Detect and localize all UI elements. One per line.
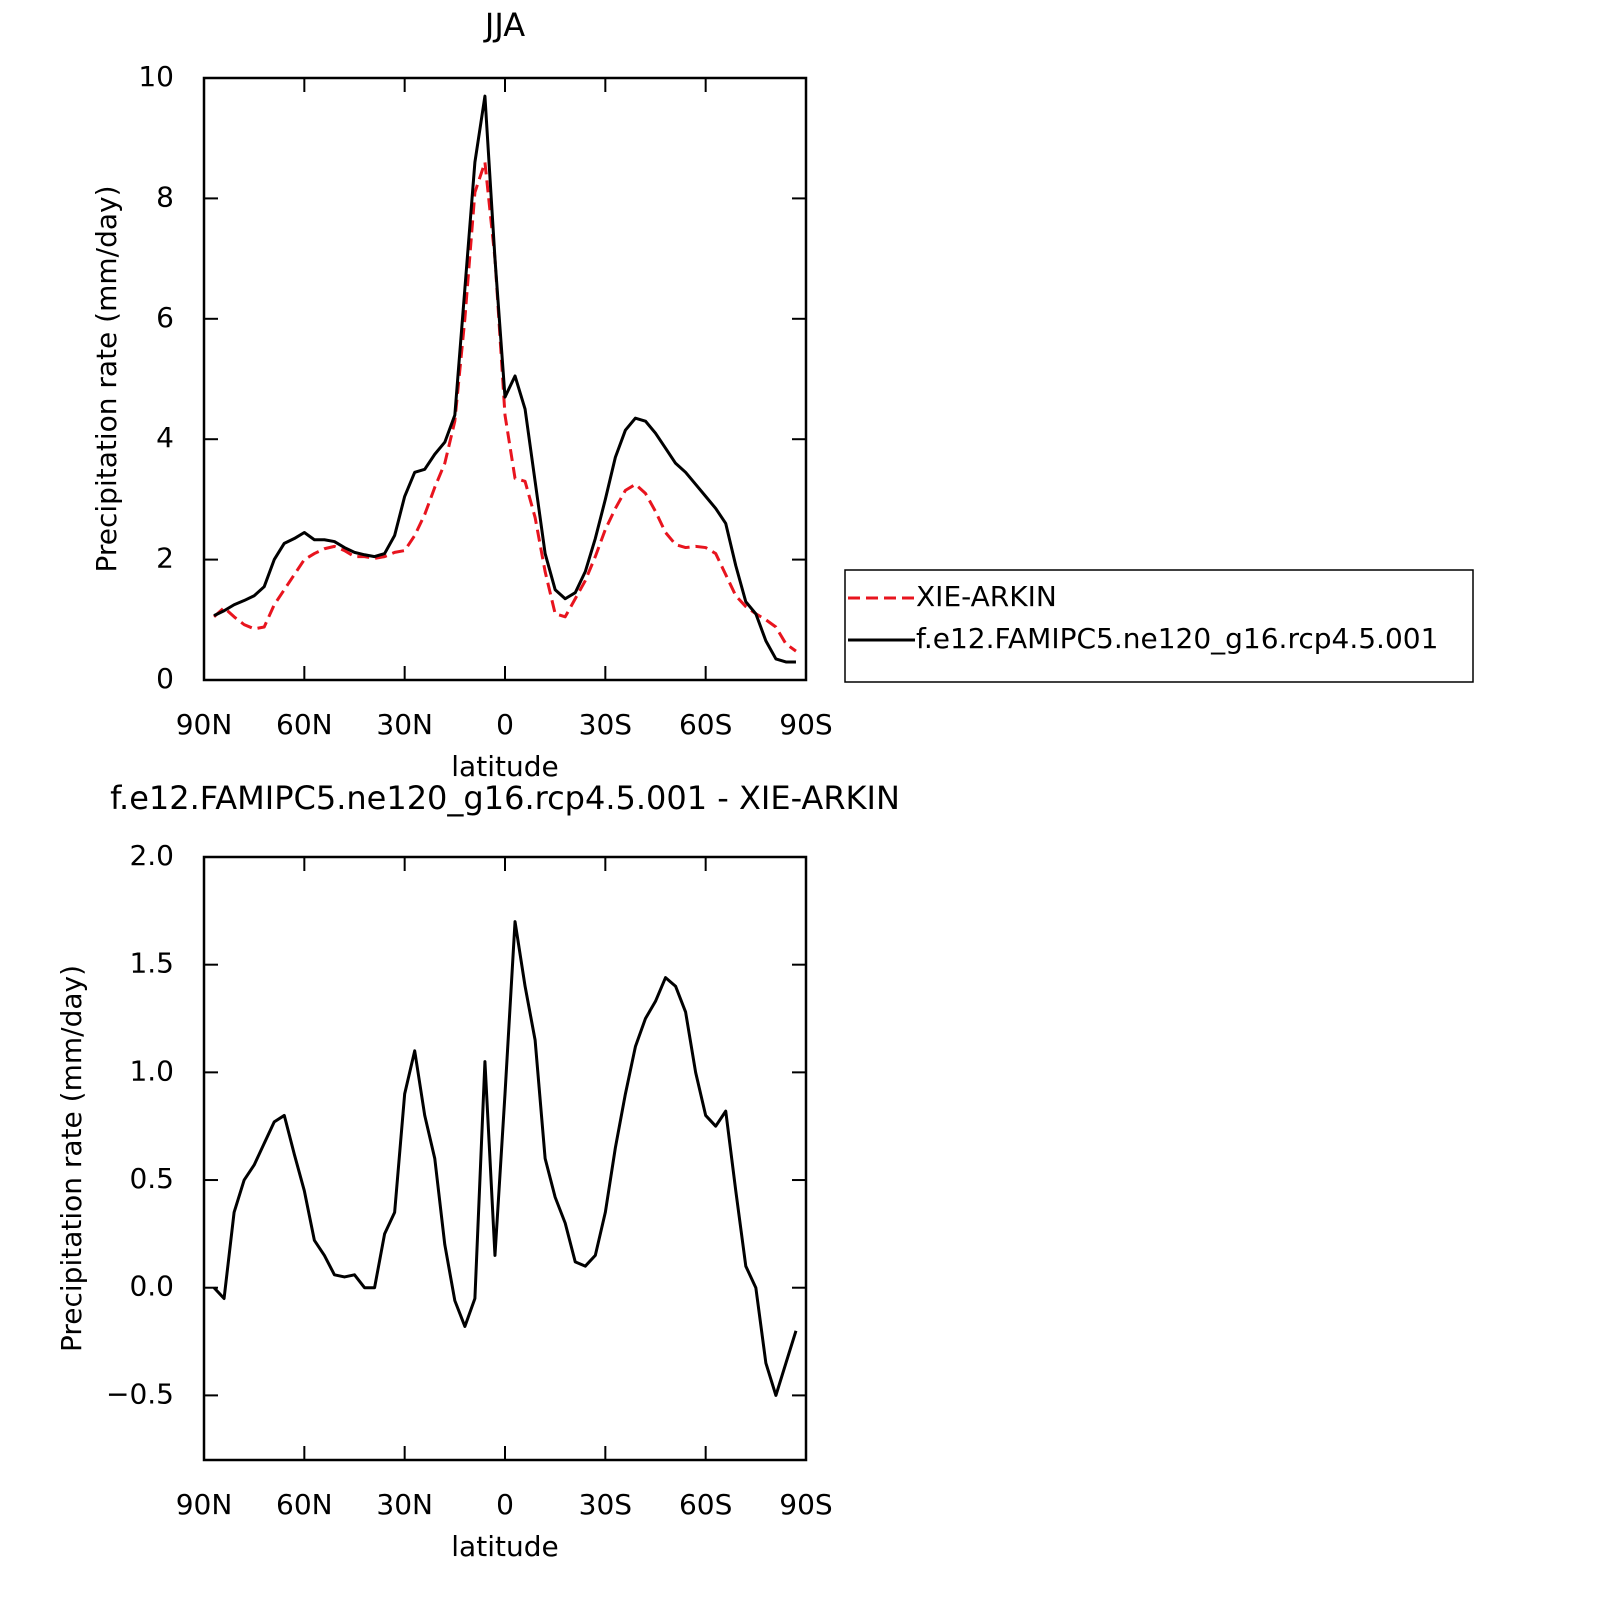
x-tick-label: 60S: [679, 708, 732, 741]
legend-box: [844, 569, 1474, 683]
y-tick-label: 0.0: [129, 1270, 174, 1303]
chart-title: f.e12.FAMIPC5.ne120_g16.rcp4.5.001 - XIE…: [110, 779, 900, 817]
x-tick-label: 30N: [376, 1488, 433, 1521]
y-axis-label: Precipitation rate (mm/day): [55, 965, 88, 1352]
legend-label: f.e12.FAMIPC5.ne120_g16.rcp4.5.001: [916, 622, 1438, 655]
x-tick-label: 90N: [176, 708, 233, 741]
x-tick-label: 0: [496, 1488, 514, 1521]
x-tick-label: 90S: [779, 1488, 832, 1521]
x-tick-label: 60S: [679, 1488, 732, 1521]
x-axis-label: latitude: [451, 750, 558, 783]
y-tick-label: 10: [138, 60, 174, 93]
legend-label: XIE-ARKIN: [916, 580, 1057, 613]
y-tick-label: 4: [156, 421, 174, 454]
y-tick-label: −0.5: [106, 1377, 174, 1410]
plot-frame: [202, 855, 808, 1462]
x-tick-label: 60N: [276, 1488, 333, 1521]
y-tick-label: 2.0: [129, 839, 174, 872]
y-tick-label: 6: [156, 301, 174, 334]
x-tick-label: 0: [496, 708, 514, 741]
y-tick-label: 2: [156, 542, 174, 575]
y-tick-label: 8: [156, 180, 174, 213]
chart-title: JJA: [483, 6, 525, 44]
y-tick-label: 0.5: [129, 1162, 174, 1195]
data-line: [213, 94, 796, 664]
y-axis-label: Precipitation rate (mm/day): [90, 185, 123, 572]
x-tick-label: 60N: [276, 708, 333, 741]
plot-frame: [202, 76, 808, 682]
x-tick-label: 90S: [779, 708, 832, 741]
x-tick-label: 30N: [376, 708, 433, 741]
y-tick-label: 1.5: [129, 947, 174, 980]
y-tick-label: 0: [156, 662, 174, 695]
legend: XIE-ARKIN f.e12.FAMIPC5.ne120_g16.rcp4.5.…: [844, 569, 1474, 683]
x-tick-label: 30S: [579, 708, 632, 741]
y-tick-label: 1.0: [129, 1054, 174, 1087]
x-tick-label: 90N: [176, 1488, 233, 1521]
x-axis-label: latitude: [451, 1530, 558, 1563]
data-line: [213, 160, 797, 653]
x-tick-label: 30S: [579, 1488, 632, 1521]
data-line: [212, 920, 798, 1397]
